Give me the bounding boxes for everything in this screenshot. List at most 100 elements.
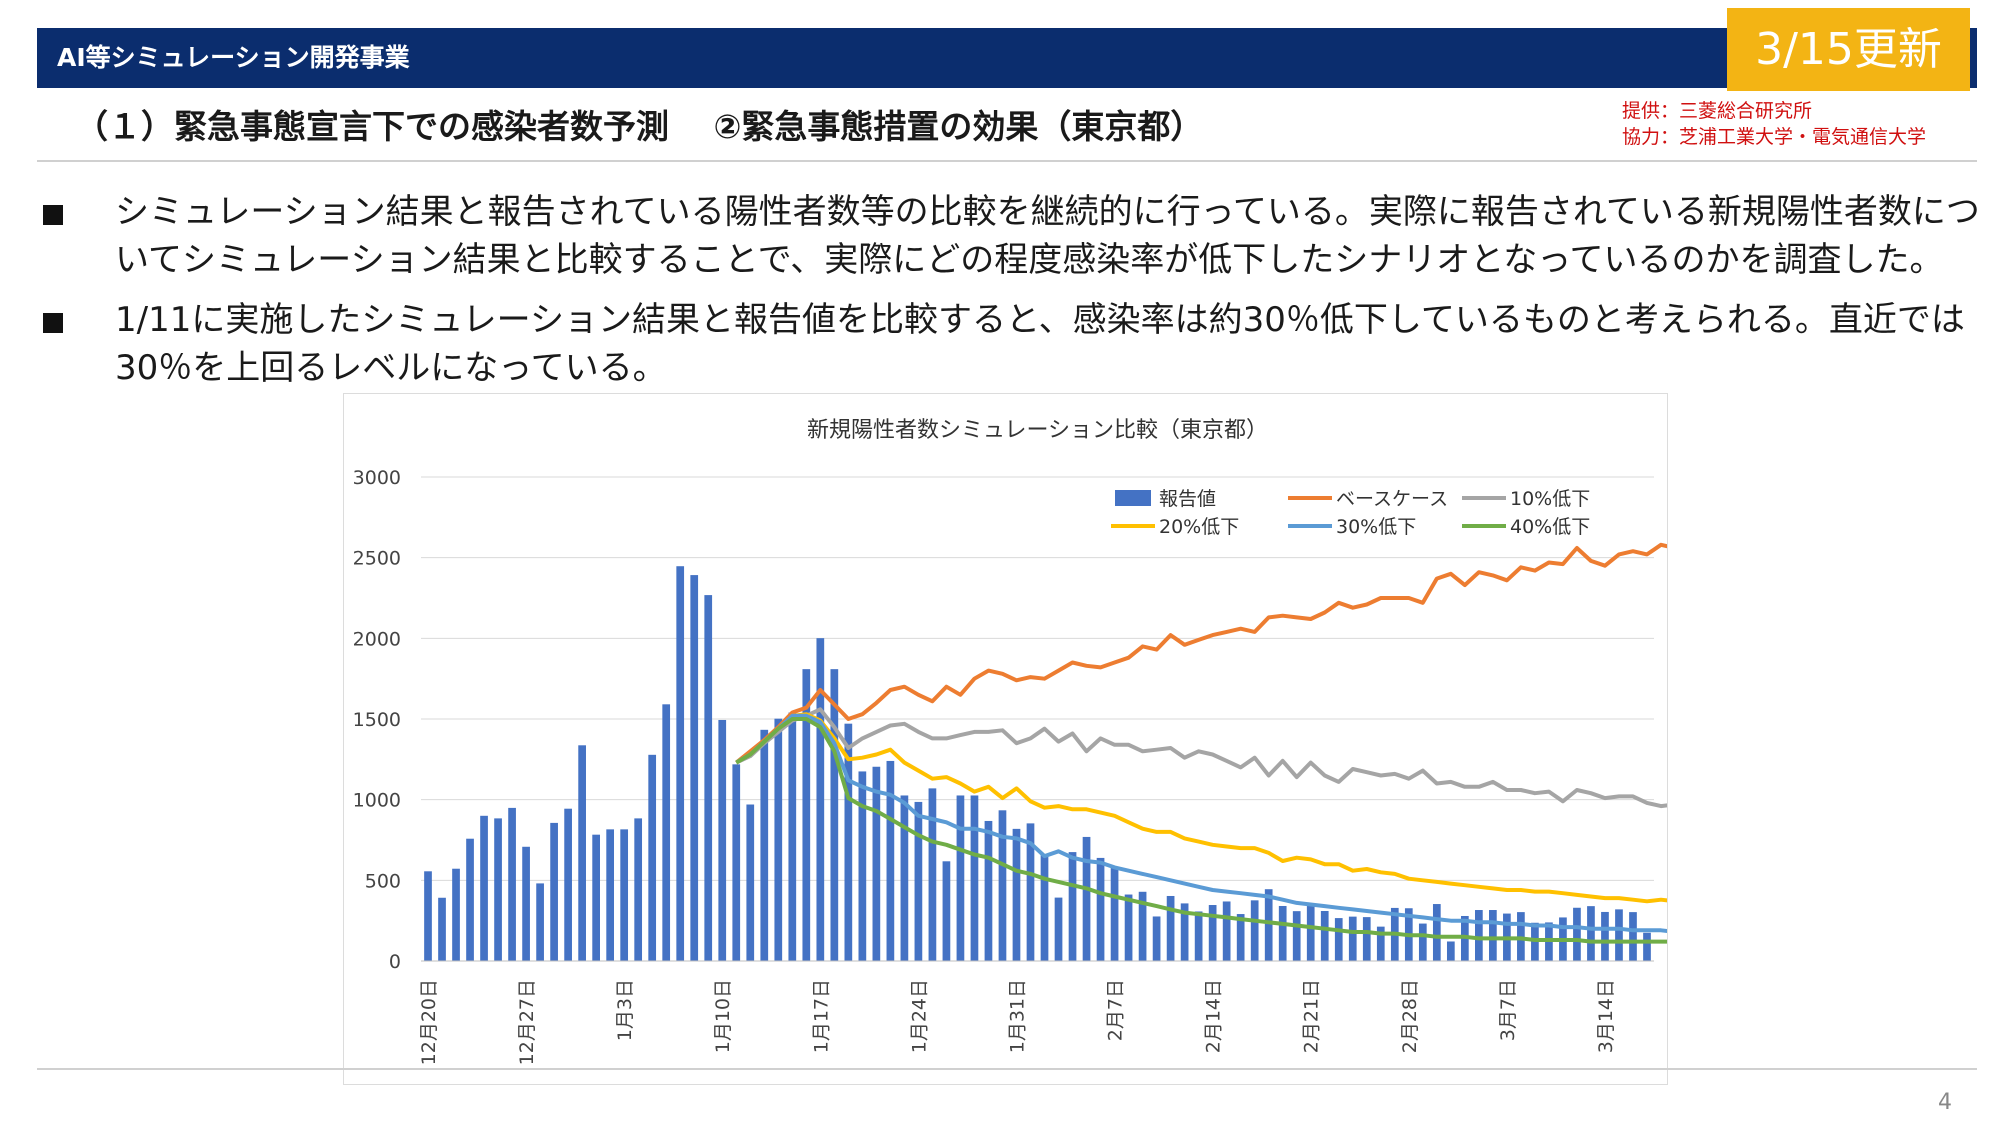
bar-reported xyxy=(662,704,671,961)
bar-reported xyxy=(1250,900,1259,961)
bar-reported xyxy=(452,868,460,961)
bar-reported xyxy=(1334,918,1343,961)
bar-reported xyxy=(1096,857,1105,961)
bar-reported xyxy=(550,822,558,961)
bar-reported xyxy=(1110,867,1119,961)
x-tick-label: 2月14日 xyxy=(1203,979,1225,1053)
page-number: 4 xyxy=(1938,1090,1952,1115)
bar-reported xyxy=(998,810,1007,961)
bar-reported xyxy=(1615,909,1623,961)
footer-divider xyxy=(37,1068,1977,1070)
page-subtitle: （１）緊急事態宣言下での感染者数予測 ②緊急事態措置の効果（東京都） xyxy=(75,107,1204,146)
legend-label: ベースケース xyxy=(1336,488,1448,510)
bar-reported xyxy=(564,808,572,961)
bar-reported xyxy=(970,795,979,961)
bar-reported xyxy=(1446,941,1455,961)
bullet-line: シミュレーション結果と報告されている陽性者数等の比較を継続的に行っている。実際に… xyxy=(115,192,1980,232)
bar-reported xyxy=(844,723,853,961)
credit-provider: 提供：三菱総合研究所 xyxy=(1622,100,1813,122)
legend-label: 10%低下 xyxy=(1510,488,1590,510)
bar-reported xyxy=(536,883,544,961)
bar-reported xyxy=(1489,910,1497,961)
bar-reported xyxy=(494,818,502,961)
header-bar: AI等シミュレーション開発事業 xyxy=(37,28,1977,88)
series-line xyxy=(735,717,1732,944)
bar-reported xyxy=(1362,917,1371,961)
bar-reported xyxy=(900,795,909,961)
legend-label: 報告値 xyxy=(1159,488,1216,510)
bar-reported xyxy=(480,815,488,961)
bar-reported xyxy=(424,871,432,961)
x-tick-label: 3月14日 xyxy=(1595,979,1617,1053)
bar-reported xyxy=(830,669,839,961)
series-line xyxy=(735,526,1733,765)
y-tick-label: 1000 xyxy=(353,790,401,812)
bar-reported xyxy=(704,595,713,961)
bar-reported xyxy=(1068,852,1077,961)
legend-swatch xyxy=(1115,490,1151,506)
y-tick-label: 3000 xyxy=(353,467,401,489)
bar-reported xyxy=(634,818,643,961)
bar-reported xyxy=(788,712,797,961)
bar-reported xyxy=(1082,836,1091,961)
bar-reported xyxy=(914,801,923,961)
header-divider xyxy=(37,160,1977,162)
y-tick-label: 500 xyxy=(365,870,401,892)
bar-reported xyxy=(1643,932,1651,961)
series-line xyxy=(735,713,1732,934)
bar-reported xyxy=(1601,911,1609,961)
bar-reported xyxy=(1587,906,1595,961)
x-tick-label: 1月31日 xyxy=(1006,979,1028,1053)
y-tick-label: 0 xyxy=(389,951,401,973)
bar-reported xyxy=(1054,897,1063,961)
x-tick-label: 3月7日 xyxy=(1497,979,1519,1041)
x-tick-label: 2月7日 xyxy=(1105,979,1127,1041)
update-badge: 3/15更新 xyxy=(1727,8,1970,91)
bar-reported xyxy=(1292,911,1301,961)
bar-reported xyxy=(984,820,993,961)
bar-reported xyxy=(858,771,867,961)
bar-reported xyxy=(1152,916,1161,961)
credit-cooperation: 協力：芝浦工業大学・電気通信大学 xyxy=(1622,126,1927,148)
bar-reported xyxy=(648,754,657,961)
x-tick-label: 1月3日 xyxy=(614,979,636,1041)
x-tick-label: 1月17日 xyxy=(810,979,832,1053)
bar-reported xyxy=(1320,910,1329,961)
bullet-line: いてシミュレーション結果と比較することで、実際にどの程度感染率が低下したシナリオ… xyxy=(115,240,1944,280)
x-tick-label: 12月27日 xyxy=(516,979,538,1065)
bar-reported xyxy=(466,838,474,961)
y-tick-label: 2000 xyxy=(353,628,401,650)
bar-reported xyxy=(690,575,699,961)
bullet-item: 1/11に実施したシミュレーション結果と報告値を比較すると、感染率は約30％低下… xyxy=(115,296,1985,392)
bar-reported xyxy=(508,807,516,961)
y-tick-label: 2500 xyxy=(353,548,401,570)
bar-reported xyxy=(1348,916,1357,961)
bar-reported xyxy=(774,718,783,961)
x-tick-label: 12月20日 xyxy=(418,979,440,1065)
bar-reported xyxy=(872,766,881,961)
x-tick-label: 1月24日 xyxy=(908,979,930,1053)
bar-reported xyxy=(1475,910,1483,961)
bar-reported xyxy=(1180,903,1189,961)
bar-reported xyxy=(1278,905,1287,961)
chart-container: 新規陽性者数シミュレーション比較（東京都） 0 500 1000 1500 2000 250… xyxy=(343,393,1733,1085)
bullet-line: 30％を上回るレベルになっている。 xyxy=(115,348,667,388)
bar-reported xyxy=(1306,905,1315,961)
bar-reported xyxy=(732,764,741,961)
bar-reported xyxy=(1573,907,1581,961)
bar-reported xyxy=(438,897,446,961)
bullet-square-icon xyxy=(43,205,63,225)
legend-label: 40%低下 xyxy=(1510,516,1590,538)
bar-reported xyxy=(522,846,530,961)
bar-reported xyxy=(956,795,965,961)
bar-reported xyxy=(718,719,727,961)
bar-reported xyxy=(1236,914,1245,961)
bullet-item: シミュレーション結果と報告されている陽性者数等の比較を継続的に行っている。実際に… xyxy=(115,188,1985,284)
bar-reported xyxy=(1166,895,1175,961)
bar-reported xyxy=(620,829,629,961)
bar-reported xyxy=(816,638,825,961)
x-tick-label: 2月21日 xyxy=(1301,979,1323,1053)
bar-reported xyxy=(1208,905,1217,961)
bar-reported xyxy=(1376,926,1385,961)
bar-reported xyxy=(1026,823,1035,961)
